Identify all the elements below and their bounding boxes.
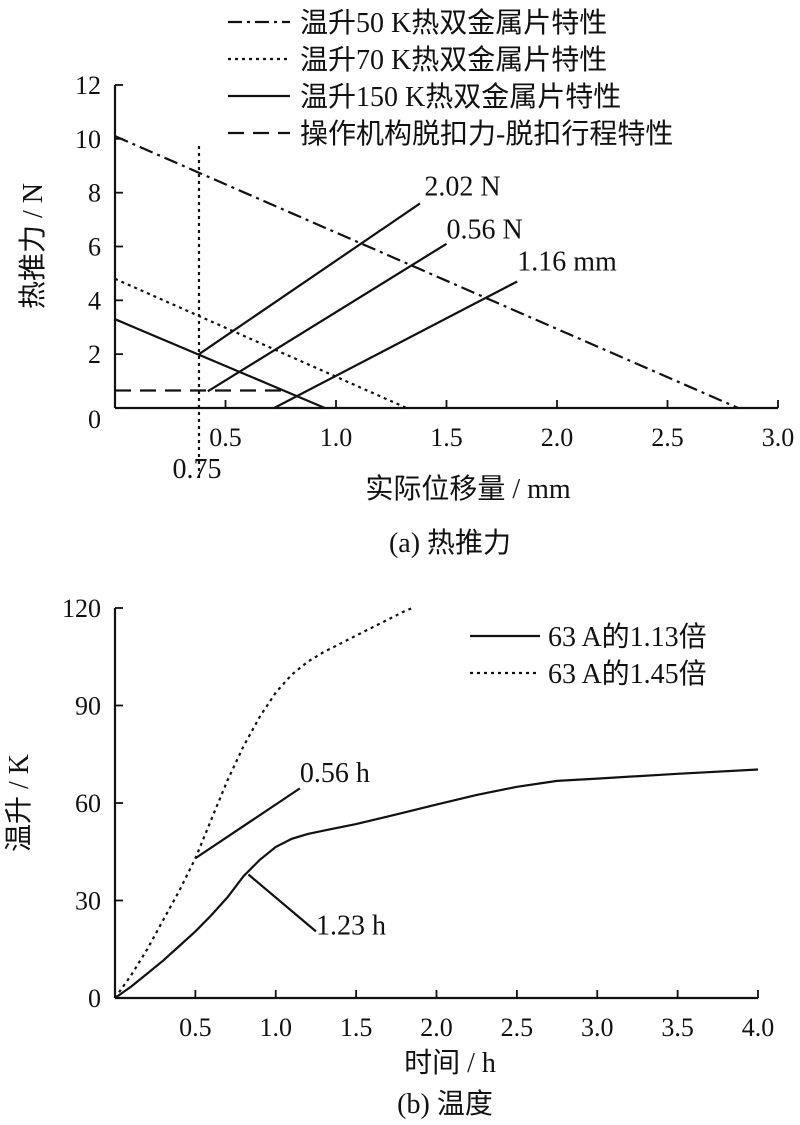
series-line — [114, 606, 413, 999]
annotation-label: 1.16 mm — [517, 247, 617, 278]
chart-caption: (b) 温度 — [397, 1088, 493, 1120]
y-axis-title: 热推力 / N — [17, 183, 49, 309]
chart-caption: (a) 热推力 — [389, 527, 511, 559]
series-line — [114, 318, 326, 410]
y-tick-label: 12 — [75, 71, 101, 100]
y-tick-label: 30 — [75, 887, 101, 916]
x-tick-label: 2.5 — [651, 423, 684, 452]
y-tick-label: 0 — [88, 405, 101, 434]
x-tick-label: 1.0 — [260, 1013, 293, 1042]
y-tick-label: 4 — [88, 286, 101, 315]
annotation-label: 0.56 N — [447, 214, 523, 245]
chart-b: 0 30 60 90 120 0.5 1.0 1.5 2.0 2.5 3.0 3.5 4.0 温升 / K… — [4, 594, 774, 1120]
x-tick-label: 1.5 — [340, 1013, 373, 1042]
x-axis-title: 实际位移量 / mm — [365, 473, 571, 505]
x-tick-label: 3.0 — [762, 423, 795, 452]
y-axis-title: 温升 / K — [4, 754, 35, 852]
y-tick-label: 120 — [62, 594, 101, 623]
x-tick-label: 0.5 — [209, 423, 242, 452]
x-tick-label: 3.5 — [661, 1013, 694, 1042]
annotation-leader — [194, 787, 301, 860]
x-tick-label: 2.5 — [501, 1013, 534, 1042]
y-tick-label: 0 — [88, 984, 101, 1013]
x-axis-title: 时间 / h — [404, 1047, 496, 1079]
x-tick-label: 2.0 — [541, 423, 574, 452]
x-tick-label: 1.0 — [320, 423, 353, 452]
x-tick-label: 0.5 — [179, 1013, 212, 1042]
annotation-leader — [207, 242, 448, 393]
x-tick-label: 2.0 — [420, 1013, 453, 1042]
legend-label: 63 A的1.45倍 — [548, 658, 707, 690]
legend: 63 A的1.13倍 63 A的1.45倍 — [470, 621, 707, 690]
x-tick-label: 1.5 — [430, 423, 463, 452]
annotation-leader — [273, 280, 518, 409]
y-tick-label: 60 — [75, 789, 101, 818]
legend-label: 温升150 K热双金属片特性 — [300, 81, 621, 113]
x-tick-label: 3.0 — [581, 1013, 614, 1042]
legend-label: 63 A的1.13倍 — [548, 621, 707, 653]
y-tick-label: 90 — [75, 692, 101, 721]
series-line — [114, 135, 739, 410]
legend-label: 操作机构脱扣力-脱扣行程特性 — [300, 118, 673, 150]
y-tick-label: 6 — [88, 233, 101, 262]
series-line — [114, 768, 759, 999]
annotation-label: 2.02 N — [424, 171, 500, 202]
annotation-leader — [247, 873, 317, 933]
legend-label: 温升50 K热双金属片特性 — [300, 7, 607, 39]
y-tick-label: 2 — [88, 340, 101, 369]
annotation-label: 0.56 h — [300, 758, 370, 789]
series-line — [114, 277, 408, 410]
annotation-label: 1.23 h — [316, 911, 386, 942]
chart-a: 0 2 4 6 8 10 12 0.5 1.0 1.5 2.0 2.5 3.0 热推力 / N 实际位移量 … — [17, 7, 794, 559]
legend-label: 温升70 K热双金属片特性 — [300, 44, 607, 76]
annotation-label: 0.75 — [172, 454, 221, 485]
annotation-leader — [198, 202, 421, 356]
y-tick-label: 10 — [75, 125, 101, 154]
x-tick-label: 4.0 — [742, 1013, 775, 1042]
y-tick-label: 8 — [88, 179, 101, 208]
